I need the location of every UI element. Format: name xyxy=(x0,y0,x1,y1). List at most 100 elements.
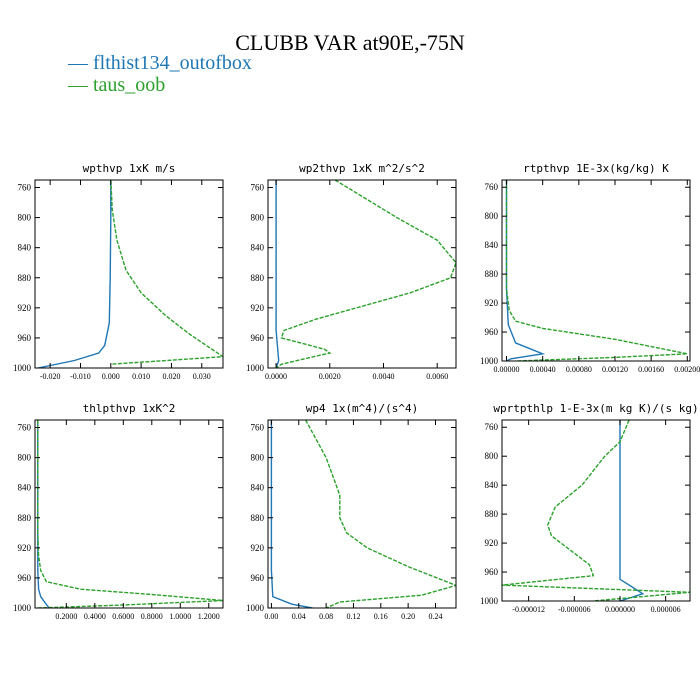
y-tick-label: 920 xyxy=(485,298,499,308)
x-tick-label: 0.6000 xyxy=(112,612,134,621)
y-tick-label: 1000 xyxy=(246,363,265,373)
series-line-taus_oob xyxy=(304,420,456,608)
y-tick-label: 1000 xyxy=(480,356,499,366)
plot-frame xyxy=(34,179,224,369)
panel-title: thlpthvp 1xK^2 xyxy=(83,402,176,415)
x-tick-label: -0.000012 xyxy=(512,605,545,614)
y-tick-label: 840 xyxy=(18,243,32,253)
panel-title: rtpthvp 1E-3x(kg/kg) K xyxy=(523,162,669,175)
y-tick-label: 800 xyxy=(485,211,499,221)
x-tick-label: 0.000 xyxy=(102,372,120,381)
y-tick-label: 960 xyxy=(485,327,499,337)
plot-frame xyxy=(501,419,691,602)
panel-1: wpthvp 1xK m/s 760 800 840 880 920 960 1000 -0.0… xyxy=(13,162,224,381)
panel-title: wp2thvp 1xK m^2/s^2 xyxy=(299,162,425,175)
y-tick-label: 760 xyxy=(251,183,265,193)
x-tick-label: 0.0060 xyxy=(426,372,448,381)
y-tick-label: 840 xyxy=(485,480,499,490)
y-tick-label: 960 xyxy=(251,573,265,583)
y-tick-label: 960 xyxy=(251,333,265,343)
y-tick-label: 920 xyxy=(18,543,32,553)
legend: — flthist134_outofbox — taus_oob xyxy=(68,52,252,96)
series-line-flthist134_outofbox xyxy=(505,180,546,361)
series-line-taus_oob xyxy=(502,420,690,601)
panel-2: wp2thvp 1xK m^2/s^2 760 800 840 880 920 960 100… xyxy=(246,162,457,381)
series-line-flthist134_outofbox xyxy=(37,180,112,368)
panel-title: wp4 1x(m^4)/(s^4) xyxy=(306,402,419,415)
y-tick-label: 880 xyxy=(485,509,499,519)
y-tick-label: 800 xyxy=(251,213,265,223)
plot-frame xyxy=(501,179,691,362)
x-tick-label: 0.010 xyxy=(132,372,150,381)
x-tick-label: 0.0000 xyxy=(265,372,287,381)
y-tick-label: 880 xyxy=(251,513,265,523)
x-tick-label: 0.0040 xyxy=(372,372,394,381)
x-tick-label: 0.00 xyxy=(264,612,278,621)
series-line-flthist134_outofbox xyxy=(37,420,50,608)
y-tick-label: 800 xyxy=(485,451,499,461)
x-tick-label: 0.00000 xyxy=(494,365,520,374)
x-tick-label: 0.00120 xyxy=(602,365,628,374)
x-tick-label: 0.00200 xyxy=(674,365,700,374)
y-tick-label: 760 xyxy=(485,182,499,192)
series-line-flthist134_outofbox xyxy=(619,420,645,601)
y-tick-label: 920 xyxy=(251,543,265,553)
y-tick-label: 800 xyxy=(18,453,32,463)
panel-4: thlpthvp 1xK^2 760 800 840 880 920 960 1000 0.20… xyxy=(13,402,224,621)
x-tick-label: 0.16 xyxy=(374,612,388,621)
panel-6: wprtpthlp 1-E-3x(m kg K)/(s kg) 760 800 840… xyxy=(480,402,699,614)
y-tick-label: 760 xyxy=(485,422,499,432)
plot-frame xyxy=(267,419,457,609)
panel-3: rtpthvp 1E-3x(kg/kg) K 760 800 840 880 920 960… xyxy=(480,162,700,374)
y-tick-label: 840 xyxy=(251,483,265,493)
x-tick-label: 0.00040 xyxy=(530,365,556,374)
series-line-taus_oob xyxy=(275,180,456,368)
x-tick-label: 0.20 xyxy=(401,612,415,621)
x-tick-label: 0.030 xyxy=(193,372,211,381)
panel-5: wp4 1x(m^4)/(s^4)76080084088092096010000… xyxy=(246,402,457,621)
y-tick-label: 920 xyxy=(251,303,265,313)
panel-title: wpthvp 1xK m/s xyxy=(83,162,176,175)
y-tick-label: 880 xyxy=(18,273,32,283)
y-tick-label: 800 xyxy=(251,453,265,463)
figure-title: CLUBB VAR at90E,-75N xyxy=(235,30,465,55)
y-tick-label: 840 xyxy=(251,243,265,253)
legend-line-flthist134: — xyxy=(68,52,93,74)
series-line-flthist134_outofbox xyxy=(270,420,313,608)
x-tick-label: 1.2000 xyxy=(198,612,220,621)
series-line-flthist134_outofbox xyxy=(275,180,280,368)
y-tick-label: 840 xyxy=(485,240,499,250)
y-tick-label: 840 xyxy=(18,483,32,493)
panel-title: wprtpthlp 1-E-3x(m kg K)/(s kg) xyxy=(493,402,698,415)
x-tick-label: 0.04 xyxy=(292,612,306,621)
x-tick-label: 0.0020 xyxy=(319,372,341,381)
series-line-taus_oob xyxy=(110,180,223,365)
y-tick-label: 920 xyxy=(18,303,32,313)
y-tick-label: 880 xyxy=(251,273,265,283)
y-tick-label: 880 xyxy=(485,269,499,279)
y-tick-label: 920 xyxy=(485,538,499,548)
x-tick-label: 1.0000 xyxy=(169,612,191,621)
series-line-taus_oob xyxy=(505,180,688,361)
plot-frame xyxy=(34,419,224,609)
x-tick-label: 0.000006 xyxy=(651,605,681,614)
y-tick-label: 1000 xyxy=(246,603,265,613)
y-tick-label: 800 xyxy=(18,213,32,223)
y-tick-label: 880 xyxy=(18,513,32,523)
y-tick-label: 1000 xyxy=(13,603,32,613)
x-tick-label: 0.020 xyxy=(162,372,180,381)
y-tick-label: 760 xyxy=(18,423,32,433)
x-tick-label: -0.020 xyxy=(40,372,61,381)
x-tick-label: 0.4000 xyxy=(84,612,106,621)
legend-label-flthist134: flthist134_outofbox xyxy=(93,52,252,74)
x-tick-label: 0.08 xyxy=(319,612,333,621)
series-line-taus_oob xyxy=(37,420,223,608)
legend-item-flthist134: — flthist134_outofbox xyxy=(68,52,252,74)
x-tick-label: 0.000000 xyxy=(605,605,635,614)
y-tick-label: 760 xyxy=(18,183,32,193)
y-tick-label: 1000 xyxy=(13,363,32,373)
x-tick-label: 0.00080 xyxy=(566,365,592,374)
legend-label-taus-oob: taus_oob xyxy=(93,74,166,96)
